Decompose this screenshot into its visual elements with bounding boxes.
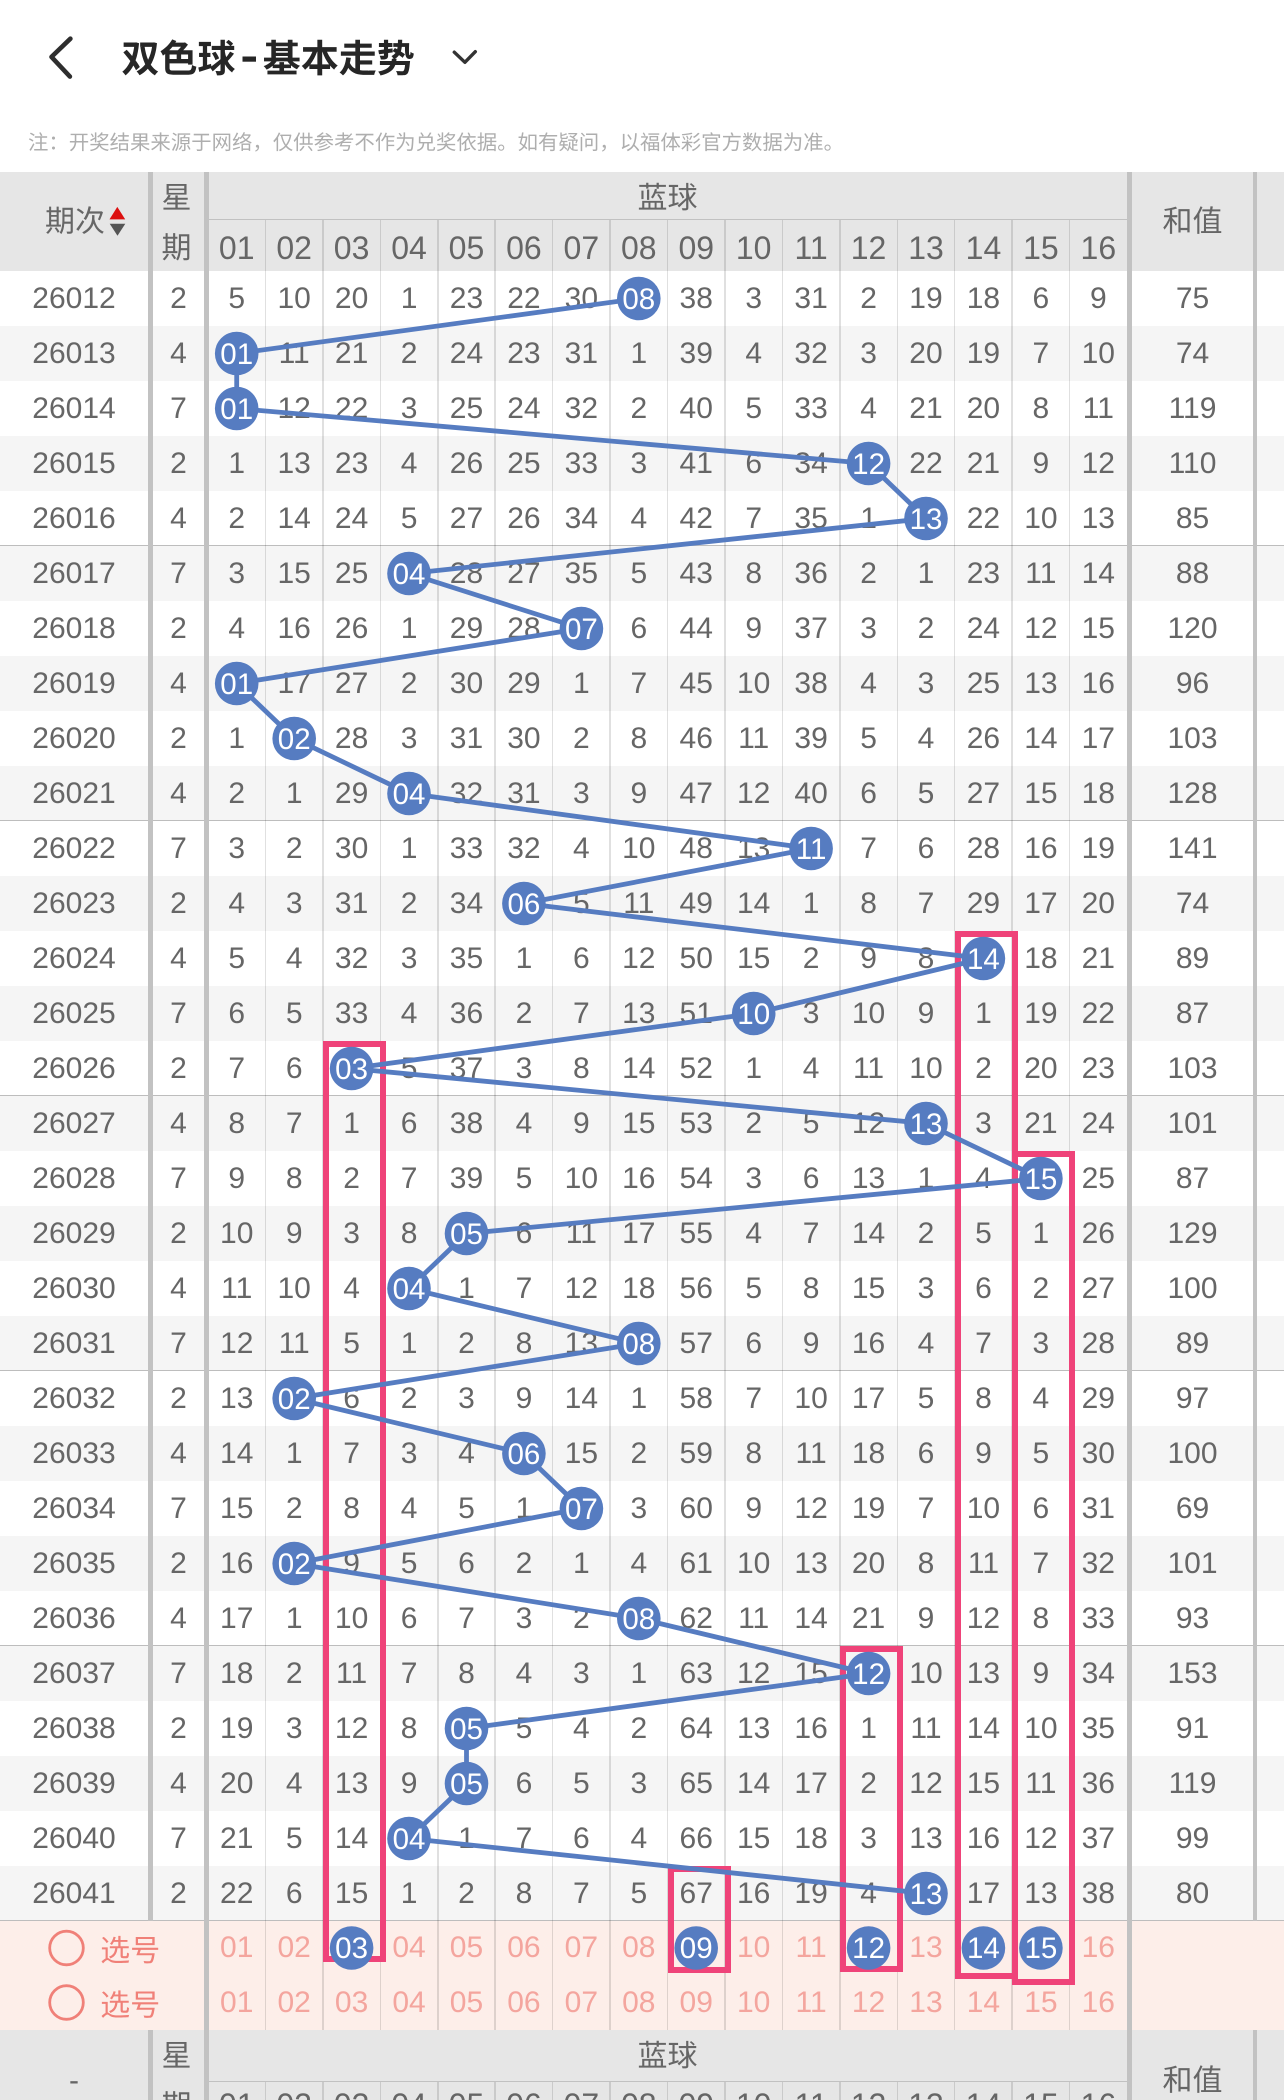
svg-text:06: 06 bbox=[507, 888, 540, 921]
svg-text:02: 02 bbox=[278, 1383, 311, 1416]
svg-text:05: 05 bbox=[450, 1768, 483, 1801]
svg-text:02: 02 bbox=[278, 1548, 311, 1581]
svg-text:09: 09 bbox=[680, 1932, 713, 1965]
svg-text:01: 01 bbox=[220, 338, 253, 371]
svg-text:12: 12 bbox=[852, 1658, 885, 1691]
svg-text:13: 13 bbox=[910, 1878, 943, 1911]
svg-text:14: 14 bbox=[967, 943, 1000, 976]
svg-text:08: 08 bbox=[622, 1603, 655, 1636]
svg-text:10: 10 bbox=[737, 998, 770, 1031]
svg-text:15: 15 bbox=[1024, 1932, 1057, 1965]
svg-text:02: 02 bbox=[278, 723, 311, 756]
svg-text:04: 04 bbox=[393, 1273, 426, 1306]
svg-text:07: 07 bbox=[565, 613, 598, 646]
svg-text:14: 14 bbox=[967, 1932, 1000, 1965]
svg-text:05: 05 bbox=[450, 1218, 483, 1251]
svg-text:08: 08 bbox=[622, 283, 655, 316]
svg-text:01: 01 bbox=[220, 668, 253, 701]
svg-text:07: 07 bbox=[565, 1493, 598, 1526]
svg-text:03: 03 bbox=[335, 1932, 368, 1965]
svg-text:11: 11 bbox=[796, 833, 827, 866]
svg-text:08: 08 bbox=[622, 1328, 655, 1361]
svg-text:05: 05 bbox=[450, 1713, 483, 1746]
svg-text:04: 04 bbox=[393, 1823, 426, 1856]
svg-text:01: 01 bbox=[220, 393, 253, 426]
svg-text:12: 12 bbox=[852, 448, 885, 481]
svg-text:03: 03 bbox=[335, 1053, 368, 1086]
svg-text:06: 06 bbox=[507, 1438, 540, 1471]
svg-text:13: 13 bbox=[910, 503, 943, 536]
svg-text:12: 12 bbox=[852, 1932, 885, 1965]
svg-text:04: 04 bbox=[393, 778, 426, 811]
svg-text:15: 15 bbox=[1024, 1163, 1057, 1196]
svg-text:04: 04 bbox=[393, 558, 426, 591]
svg-text:13: 13 bbox=[910, 1108, 943, 1141]
